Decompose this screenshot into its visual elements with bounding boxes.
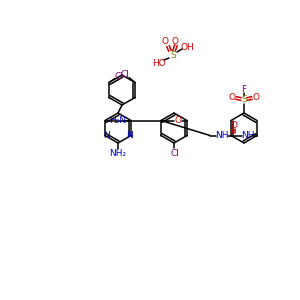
Text: Cl: Cl bbox=[171, 148, 179, 158]
Text: O: O bbox=[253, 92, 260, 101]
Text: Cl: Cl bbox=[115, 72, 123, 81]
Text: O: O bbox=[230, 121, 238, 130]
Text: O: O bbox=[161, 38, 169, 46]
Text: NH: NH bbox=[215, 131, 229, 140]
Text: N: N bbox=[103, 131, 110, 140]
Text: NH: NH bbox=[241, 131, 255, 140]
Text: O: O bbox=[175, 116, 182, 125]
Text: HO: HO bbox=[152, 58, 166, 68]
Text: S: S bbox=[241, 95, 247, 104]
Text: F: F bbox=[242, 85, 247, 94]
Text: O: O bbox=[229, 92, 236, 101]
Text: S: S bbox=[170, 50, 176, 59]
Text: OH: OH bbox=[180, 43, 194, 52]
Text: NH₂: NH₂ bbox=[110, 149, 127, 158]
Text: O: O bbox=[172, 37, 178, 46]
Text: Cl: Cl bbox=[121, 70, 129, 79]
Text: H₂N: H₂N bbox=[110, 116, 127, 125]
Text: N: N bbox=[127, 131, 134, 140]
